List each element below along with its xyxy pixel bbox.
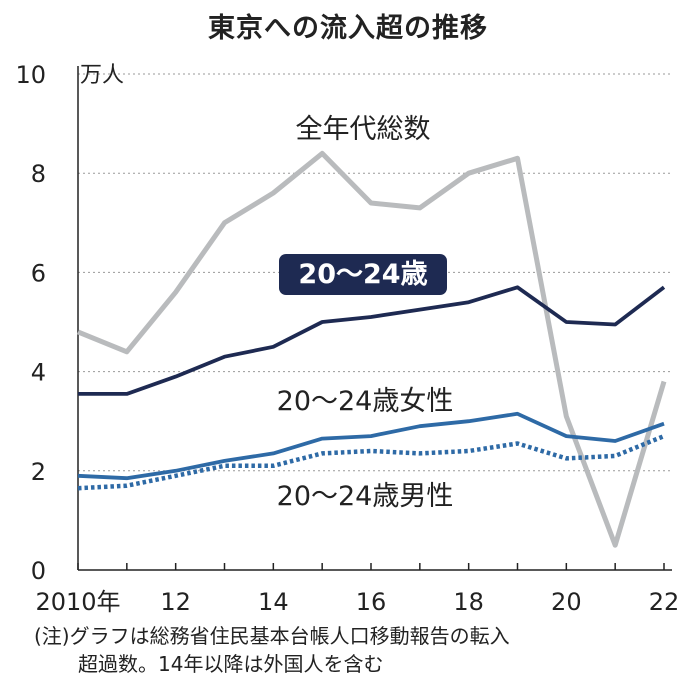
y-tick-label: 10 [15,61,46,89]
series-label-box [279,254,447,295]
series-layer [77,150,667,548]
series-label: 20～24歳 [298,259,427,290]
axis-layer: 0 2 4 6 8 10 万人 2010年 12 14 16 18 20 22 [15,61,679,616]
y-unit-label: 万人 [80,63,124,88]
line-chart: 0 2 4 6 8 10 万人 2010年 12 14 16 18 20 22 全年代総数 20～24歳 20… [15,61,679,616]
series-label: 20～24歳女性 [277,386,454,417]
footnote: (注)グラフは総務省住民基本台帳人口移動報告の転入 超過数。14年以降は外国人を… [34,622,684,678]
series-label: 全年代総数 [296,114,431,145]
series-label-layer: 全年代総数 20～24歳 20～24歳女性 20～24歳男性 [277,114,454,512]
series-label: 20～24歳男性 [277,481,454,512]
x-tick-label: 14 [258,588,289,616]
x-tick-label: 16 [356,588,387,616]
y-tick-label: 0 [31,557,46,585]
chart-title: 東京への流入超の推移 [208,13,488,44]
x-tick-label: 12 [160,588,191,616]
x-tick-label: 22 [649,588,680,616]
series-line-2 [78,285,666,396]
series-line-4 [77,434,665,491]
x-tick-label: 2010年 [35,588,120,616]
y-tick-label: 4 [31,359,46,387]
x-tick-label: 20 [551,588,582,616]
footnote-line-2: 超過数。14年以降は外国人を含む [78,652,384,676]
footnote-line-1: (注)グラフは総務省住民基本台帳人口移動報告の転入 [34,624,510,648]
y-tick-label: 2 [31,458,46,486]
y-tick-label: 6 [31,259,46,287]
series-line-1 [77,150,667,548]
series-line-3 [77,411,665,481]
x-tick-label: 18 [453,588,484,616]
y-tick-label: 8 [31,160,46,188]
